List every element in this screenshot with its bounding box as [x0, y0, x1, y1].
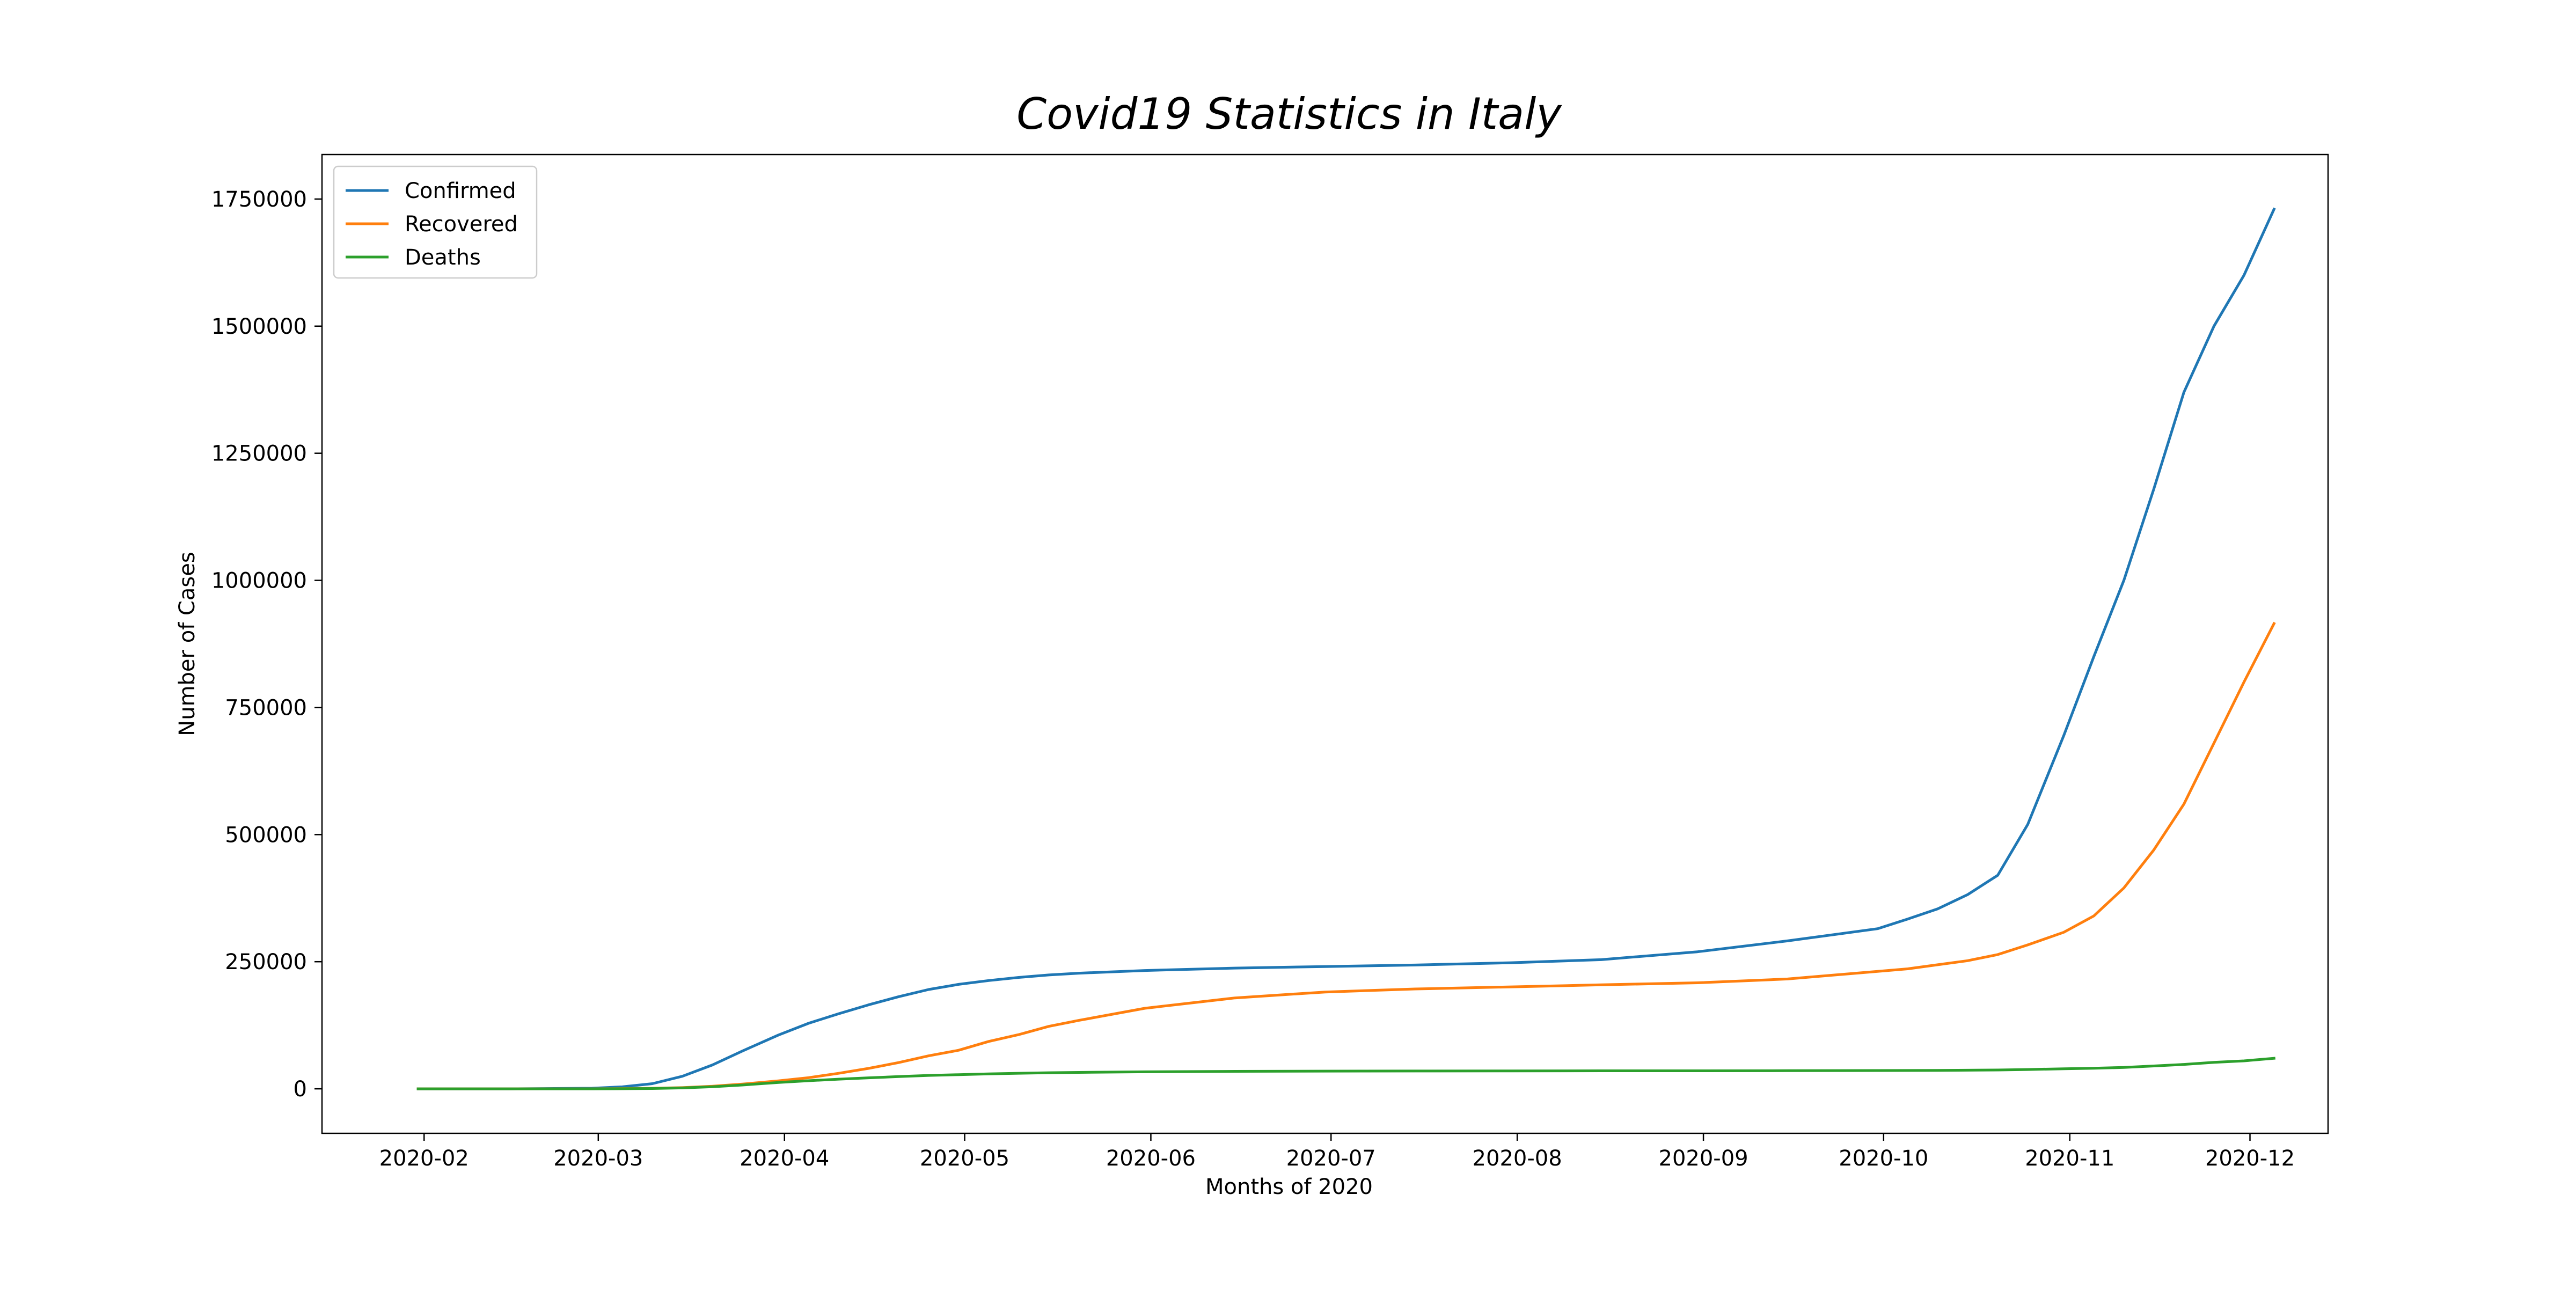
plot-area	[416, 207, 2276, 1090]
y-tick-label: 1500000	[211, 314, 307, 339]
y-tick-label: 250000	[225, 950, 307, 974]
x-tick-label: 2020-11	[2025, 1146, 2114, 1171]
x-tick-label: 2020-09	[1659, 1146, 1748, 1171]
legend: Confirmed Recovered Deaths	[333, 165, 538, 279]
x-tick-label: 2020-05	[920, 1146, 1009, 1171]
x-axis-label: Months of 2020	[1205, 1175, 1373, 1199]
x-tick-label: 2020-06	[1106, 1146, 1196, 1171]
x-tick-label: 2020-12	[2205, 1146, 2295, 1171]
series-line-deaths	[416, 1057, 2276, 1090]
x-tick-label: 2020-04	[740, 1146, 829, 1171]
y-tick-label: 750000	[225, 695, 307, 720]
legend-label: Recovered	[405, 212, 518, 237]
x-tick-label: 2020-07	[1286, 1146, 1376, 1171]
x-tick-label: 2020-10	[1839, 1146, 1928, 1171]
y-tick-label: 1250000	[211, 442, 307, 466]
y-tick-label: 0	[294, 1077, 307, 1102]
legend-box	[333, 165, 538, 279]
series-line-confirmed	[416, 207, 2276, 1090]
legend-label: Deaths	[405, 245, 481, 270]
y-tick-label: 1750000	[211, 187, 307, 212]
y-tick-label: 1000000	[211, 569, 307, 593]
chart-title: Covid19 Statistics in Italy	[1016, 89, 1562, 139]
x-tick-label: 2020-02	[379, 1146, 469, 1171]
x-tick-label: 2020-03	[553, 1146, 643, 1171]
y-axis: 0 250000 500000 750000 1000000 1250000 1500000…	[211, 187, 322, 1102]
y-axis-label: Number of Cases	[175, 552, 200, 736]
x-tick-label: 2020-08	[1473, 1146, 1562, 1171]
y-tick-label: 500000	[225, 823, 307, 847]
plot-frame	[321, 153, 2329, 1134]
legend-label: Confirmed	[405, 179, 516, 203]
x-axis: 2020-02 2020-03 2020-04 2020-05 2020-06 2020-…	[379, 1133, 2295, 1171]
